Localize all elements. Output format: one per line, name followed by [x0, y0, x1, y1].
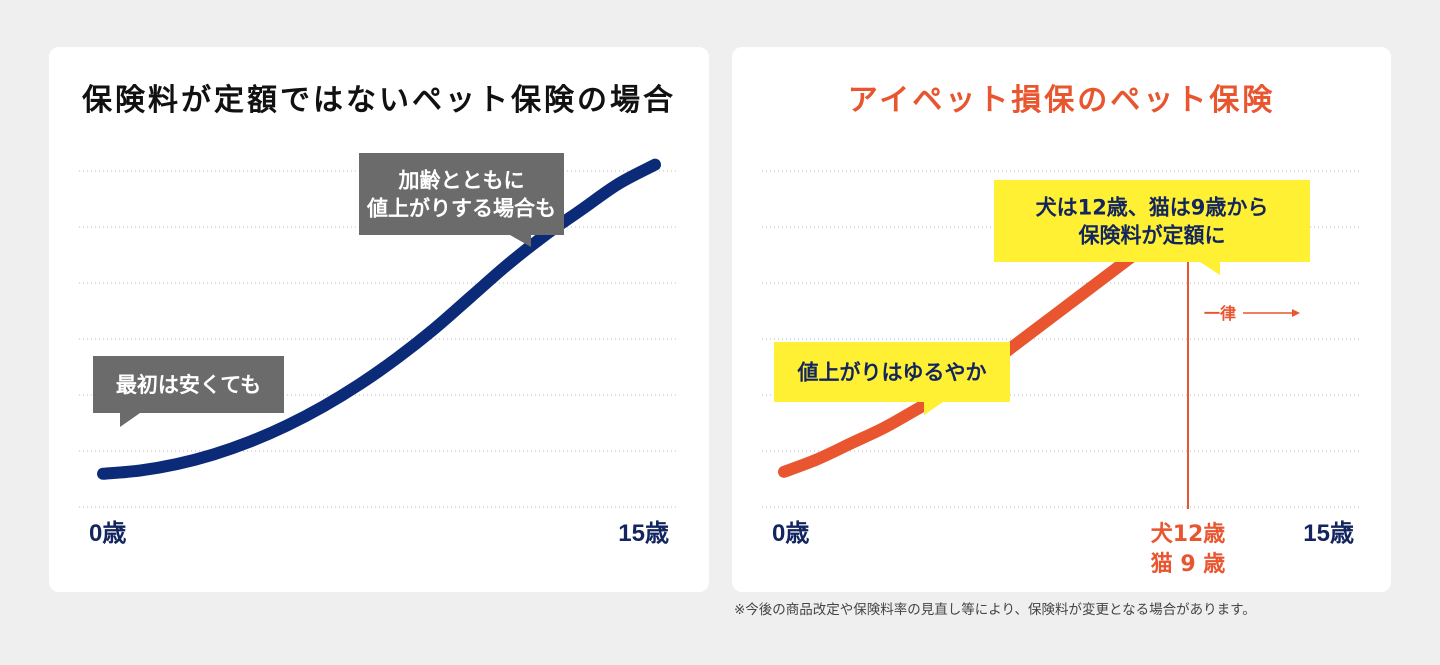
flat-label: 一律: [1204, 304, 1236, 323]
x-tick-label: 0歳: [772, 519, 809, 547]
callout-tail: [120, 413, 140, 427]
chart-title: 保険料が定額ではないペット保険の場合: [82, 83, 676, 118]
callout-text: 保険料が定額に: [1078, 224, 1226, 248]
callout-box: [994, 180, 1310, 262]
footnote: ※今後の商品改定や保険料率の見直し等により、保険料が変更となる場合があります。: [734, 602, 1256, 618]
callout-box: [359, 153, 564, 235]
flat-arrow-head: [1292, 309, 1300, 317]
callout-text: 加齢とともに: [398, 168, 525, 192]
callout-text: 犬は12歳、猫は9歳から: [1036, 195, 1269, 219]
x-tick-label: 0歳: [89, 519, 126, 547]
callout-text: 値上がりはゆるやか: [797, 361, 987, 385]
x-tick-label: 15歳: [1303, 519, 1354, 547]
callout-box: [93, 356, 284, 413]
x-tick-label: 15歳: [618, 519, 669, 547]
chart-title: アイペット損保のペット保険: [847, 83, 1276, 118]
callout-text: 最初は安くても: [116, 373, 261, 397]
marker-label: 犬12歳: [1151, 522, 1226, 547]
callout-text: 値上がりする場合も: [366, 197, 556, 221]
callout-box: [774, 342, 1010, 402]
callout-tail: [924, 402, 943, 415]
callout-tail: [1200, 262, 1220, 275]
marker-label: 猫 9 歳: [1151, 552, 1226, 577]
chart-panel-right: アイペット損保のペット保険 一律値上がりはゆるやか 犬は12歳、猫は9歳から 保険料…: [732, 47, 1391, 592]
chart-panel-left: 保険料が定額ではないペット保険の場合 最初は安くても 加齢とともに値上がりする場合…: [49, 47, 709, 592]
callout-tail: [510, 235, 531, 247]
